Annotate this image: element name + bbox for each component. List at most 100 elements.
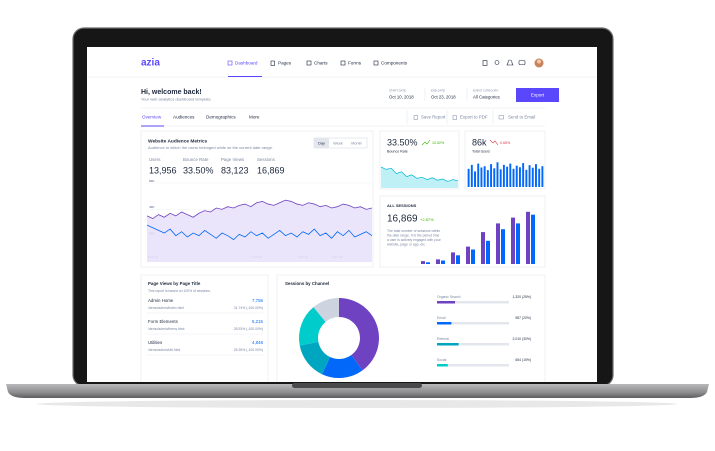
- nav-icon: [340, 60, 346, 66]
- row-title[interactable]: Form Elements: [148, 319, 179, 324]
- nav-item[interactable]: Pages: [278, 61, 292, 66]
- metric-label: Users: [149, 157, 161, 162]
- progress-bar: [437, 364, 448, 367]
- bar: [541, 166, 544, 187]
- action[interactable]: Export to PDF: [460, 115, 488, 120]
- filter-label: END DATE: [431, 89, 445, 93]
- filter-label: START DATE: [389, 89, 406, 93]
- bar: [528, 165, 531, 187]
- icon-chat[interactable]: [518, 60, 526, 65]
- bar: [436, 259, 440, 264]
- metric-value: 13,956: [149, 165, 177, 175]
- row-value: 5,215: [252, 319, 264, 324]
- legend-label: Organic Search: [437, 295, 461, 299]
- description-line: a user is actively engaged with your: [387, 238, 442, 242]
- action[interactable]: Save Report: [421, 115, 446, 120]
- filter-value[interactable]: All Categories: [473, 95, 500, 100]
- dashboard: azia Dashboard Pages Charts Forms Compon…: [87, 47, 597, 382]
- period[interactable]: Month: [351, 141, 362, 145]
- legend-value: 2,010 (30%): [513, 337, 531, 341]
- row-value: 7,755: [252, 298, 264, 303]
- row-title[interactable]: Admin Home: [148, 298, 174, 303]
- bar: [426, 262, 430, 264]
- export-button-label[interactable]: Export: [531, 93, 545, 98]
- legend-value: 654 (15%): [515, 358, 531, 362]
- tab[interactable]: Audiences: [173, 115, 195, 120]
- action[interactable]: Send to Email: [508, 115, 535, 120]
- action-icon: [413, 115, 418, 120]
- tab[interactable]: Overview: [142, 115, 162, 120]
- y-tick-label: 60K: [149, 179, 155, 183]
- progress-track: [437, 364, 509, 367]
- legend-value: 987 (20%): [515, 316, 531, 320]
- shadow: [37, 400, 677, 408]
- bar: [451, 252, 455, 264]
- progress-bar: [437, 343, 459, 346]
- filter-label: EVENT CATEGORY: [473, 89, 499, 93]
- trend-up-icon: [421, 139, 431, 146]
- bar: [522, 163, 525, 187]
- bar: [538, 168, 541, 187]
- bar: [506, 166, 509, 187]
- bar: [502, 164, 505, 187]
- donut-segment: [321, 354, 363, 378]
- nav-icon: [227, 60, 233, 66]
- nav-item[interactable]: Forms: [348, 61, 362, 66]
- tab[interactable]: Demographics: [206, 115, 236, 120]
- nav-item[interactable]: Dashboard: [235, 61, 258, 66]
- progress-track: [437, 343, 509, 346]
- filter-value[interactable]: Oct 23, 2018: [431, 95, 456, 100]
- bar: [499, 169, 502, 187]
- row-url: /demo/admin/forms.html: [148, 327, 185, 331]
- bar: [525, 169, 528, 187]
- description-line: the date range. It is the period time: [387, 233, 440, 237]
- trend-down-icon: [489, 139, 499, 146]
- line: [146, 224, 373, 241]
- progress-track: [437, 301, 509, 304]
- icon-bell[interactable]: [506, 59, 514, 66]
- bar: [466, 246, 470, 264]
- row-title[interactable]: Utilities: [148, 340, 163, 345]
- tab[interactable]: More: [249, 115, 260, 120]
- bar: [474, 171, 476, 187]
- row-url: /demo/admin/index.html: [148, 306, 184, 310]
- metric-value: 16,869: [257, 165, 285, 175]
- nav-icon: [373, 60, 379, 66]
- bar: [531, 167, 534, 187]
- description-line: website, page or app, etc.: [387, 242, 426, 246]
- nav-item[interactable]: Charts: [314, 61, 328, 66]
- navbar: [87, 47, 597, 77]
- icon-docs[interactable]: [482, 60, 488, 66]
- logo[interactable]: azia: [141, 58, 160, 69]
- y-tick-label: 40K: [149, 205, 155, 209]
- bar: [490, 164, 493, 187]
- period[interactable]: Week: [333, 141, 343, 145]
- kpi-change: 10.52%: [432, 141, 445, 145]
- period[interactable]: Day: [318, 141, 325, 145]
- legend-label: Referral: [437, 337, 449, 341]
- kpi-change: +2.87%: [420, 217, 434, 222]
- legend-label: Email: [437, 316, 446, 320]
- page-title: Hi, welcome back!: [141, 89, 202, 96]
- filter-value[interactable]: Oct 10, 2018: [389, 95, 414, 100]
- kpi-value: 16,869: [387, 214, 418, 225]
- bar: [477, 163, 480, 187]
- avatar-face: [537, 59, 541, 64]
- bar: [496, 162, 499, 187]
- legend-value: 1,320 (25%): [513, 295, 531, 299]
- line-area: [147, 200, 372, 262]
- card-title: Sessions by Channel: [285, 281, 329, 286]
- bar: [526, 211, 530, 264]
- donut-segment: [299, 341, 331, 375]
- nav-item[interactable]: Components: [381, 61, 408, 66]
- card-title: ALL SESSIONS: [387, 203, 417, 208]
- bar: [471, 249, 475, 264]
- legend-label: Social: [437, 358, 446, 362]
- bar: [535, 164, 537, 187]
- icon-search[interactable]: [494, 60, 500, 65]
- bar: [421, 261, 425, 264]
- export-button[interactable]: [516, 88, 559, 102]
- bar: [516, 223, 520, 264]
- progress-bar: [437, 301, 455, 304]
